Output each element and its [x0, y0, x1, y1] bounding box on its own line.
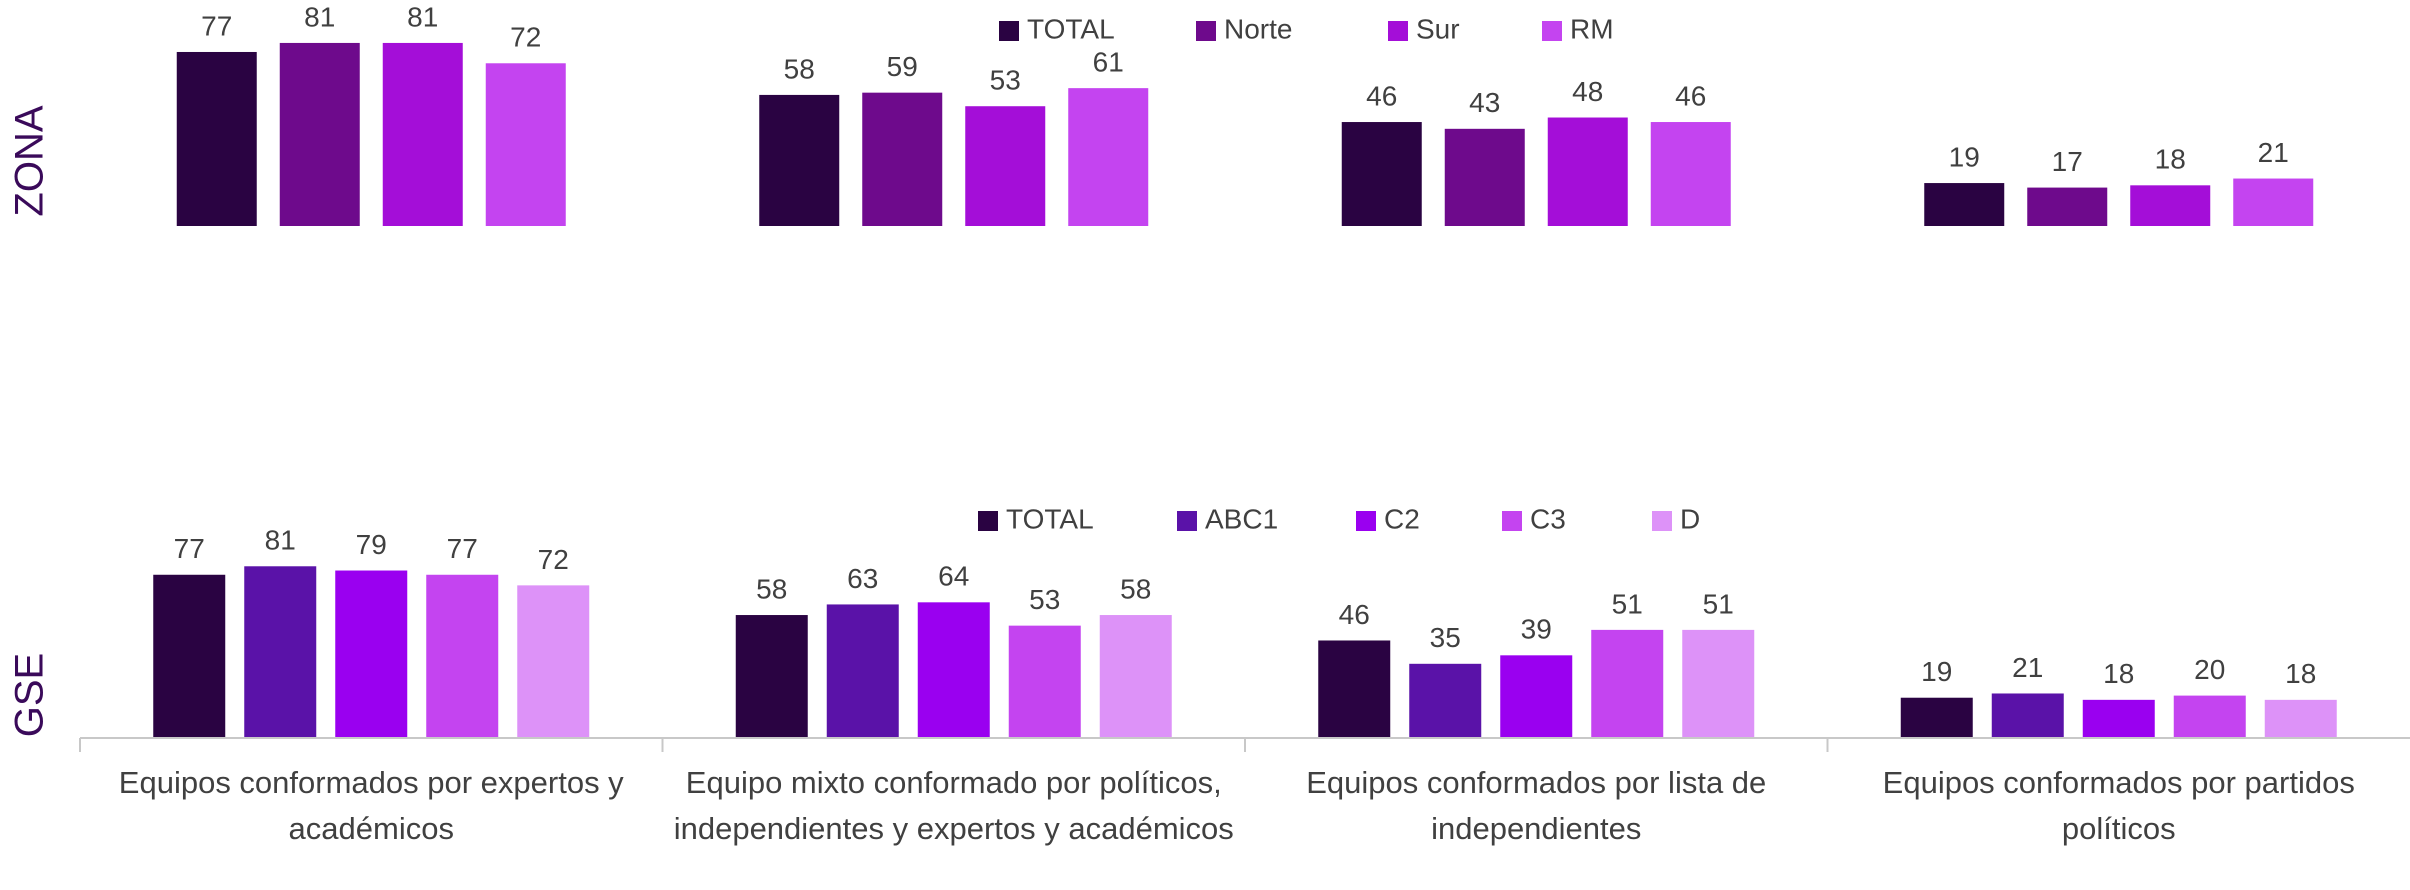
- legend-swatch: [1177, 511, 1197, 531]
- bar: [1924, 183, 2005, 226]
- data-label: 53: [990, 65, 1021, 96]
- data-label: 72: [538, 544, 569, 575]
- data-label: 77: [201, 10, 232, 41]
- bar: [485, 63, 566, 226]
- legend-label: RM: [1570, 13, 1614, 44]
- bar: [735, 615, 808, 738]
- legend-swatch: [978, 511, 998, 531]
- bar: [517, 585, 590, 738]
- data-label: 51: [1703, 588, 1734, 619]
- legend-swatch: [1542, 21, 1562, 41]
- bar: [335, 570, 408, 738]
- bar: [426, 574, 499, 738]
- legend-swatch: [1356, 511, 1376, 531]
- bar: [2082, 699, 2155, 738]
- y-axis-label: GSE: [8, 653, 52, 737]
- legend-swatch: [1196, 21, 1216, 41]
- bar: [965, 106, 1046, 226]
- bar: [244, 566, 317, 738]
- data-label: 18: [2285, 658, 2316, 689]
- bar: [1068, 88, 1149, 226]
- bar: [1099, 615, 1172, 738]
- legend-swatch: [1388, 21, 1408, 41]
- data-label: 81: [265, 525, 296, 556]
- x-tick-label: Equipo mixto conformado por políticos, i…: [673, 765, 1234, 846]
- y-axis-label: ZONA: [8, 105, 52, 216]
- legend-label: Sur: [1416, 13, 1460, 44]
- data-label: 59: [887, 51, 918, 82]
- data-label: 51: [1612, 588, 1643, 619]
- data-label: 46: [1366, 80, 1397, 111]
- bar: [1318, 640, 1391, 738]
- data-label: 17: [2052, 146, 2083, 177]
- data-label: 53: [1029, 584, 1060, 615]
- bar: [1682, 629, 1755, 738]
- legend-label: D: [1680, 503, 1700, 534]
- bar: [2233, 178, 2314, 226]
- data-label: 63: [847, 563, 878, 594]
- data-label: 21: [2258, 137, 2289, 168]
- data-label: 81: [407, 1, 438, 32]
- bar: [1444, 128, 1525, 226]
- bar: [759, 94, 840, 226]
- bar: [1650, 122, 1731, 226]
- legend-label: C2: [1384, 503, 1420, 534]
- legend-swatch: [999, 21, 1019, 41]
- data-label: 81: [304, 1, 335, 32]
- legend-label: ABC1: [1205, 503, 1278, 534]
- data-label: 58: [1120, 573, 1151, 604]
- data-label: 46: [1339, 599, 1370, 630]
- bar: [2173, 695, 2246, 738]
- data-label: 19: [1949, 141, 1980, 172]
- bar: [1591, 629, 1664, 738]
- bar: [279, 42, 360, 226]
- bar: [176, 51, 257, 227]
- data-label: 39: [1521, 614, 1552, 645]
- bar: [2130, 185, 2211, 226]
- data-label: 77: [174, 533, 205, 564]
- bar: [1547, 117, 1628, 226]
- data-label: 18: [2155, 144, 2186, 175]
- data-label: 48: [1572, 76, 1603, 107]
- bar: [1409, 663, 1482, 738]
- data-label: 79: [356, 529, 387, 560]
- x-tick-label: Equipos conformados por lista de indepen…: [1306, 765, 1767, 846]
- data-label: 61: [1093, 47, 1124, 78]
- data-label: 18: [2103, 658, 2134, 689]
- bar: [153, 574, 226, 738]
- data-label: 64: [938, 561, 969, 592]
- data-label: 19: [1921, 656, 1952, 687]
- bar: [1008, 625, 1081, 738]
- legend-swatch: [1652, 511, 1672, 531]
- bar: [1900, 697, 1973, 738]
- bar: [1341, 122, 1422, 226]
- data-label: 20: [2194, 654, 2225, 685]
- bar: [1500, 655, 1573, 738]
- data-label: 43: [1469, 87, 1500, 118]
- legend-label: Norte: [1224, 13, 1292, 44]
- data-label: 58: [756, 573, 787, 604]
- legend-label: TOTAL: [1006, 503, 1094, 534]
- bar: [826, 604, 899, 738]
- data-label: 58: [784, 53, 815, 84]
- data-label: 72: [510, 22, 541, 53]
- legend-label: TOTAL: [1027, 13, 1115, 44]
- bar: [862, 92, 943, 226]
- data-label: 21: [2012, 652, 2043, 683]
- data-label: 46: [1675, 80, 1706, 111]
- bar: [382, 42, 463, 226]
- x-tick-label: Equipos conformados por expertos y acadé…: [118, 765, 624, 846]
- data-label: 35: [1430, 622, 1461, 653]
- bar: [917, 602, 990, 738]
- legend-label: C3: [1530, 503, 1566, 534]
- bar: [2027, 187, 2108, 226]
- bar: [1991, 693, 2064, 738]
- bar: [2264, 699, 2337, 738]
- data-label: 77: [447, 533, 478, 564]
- legend-swatch: [1502, 511, 1522, 531]
- x-tick-label: Equipos conformados por partidos polític…: [1882, 765, 2355, 846]
